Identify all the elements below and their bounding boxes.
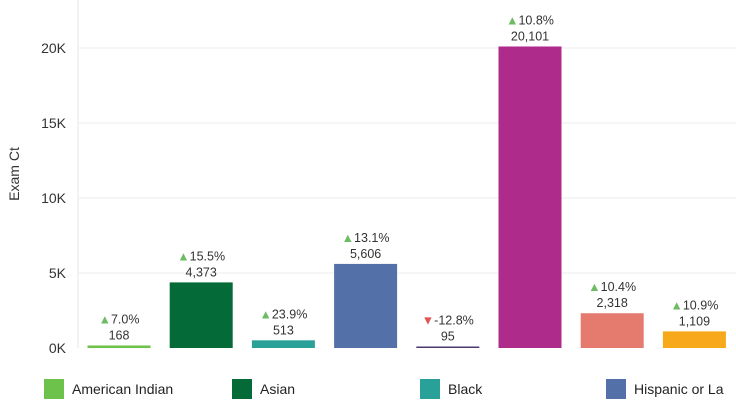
up-triangle-icon: ▲ xyxy=(588,280,600,294)
legend-label: American Indian xyxy=(72,381,174,397)
data-label-value: 20,101 xyxy=(511,29,549,43)
bar xyxy=(416,346,480,348)
change-percent: -12.8% xyxy=(434,314,474,328)
data-label-value: 4,373 xyxy=(186,265,217,279)
bar xyxy=(87,345,151,348)
data-label-change: ▲10.4% xyxy=(588,280,636,294)
legend-item-hispanic[interactable]: Hispanic or La xyxy=(606,378,724,400)
legend-swatch xyxy=(606,379,626,399)
data-label-value: 513 xyxy=(273,323,294,337)
up-triangle-icon: ▲ xyxy=(177,249,189,263)
y-axis-title: Exam Ct xyxy=(6,147,22,201)
bar xyxy=(580,313,644,348)
data-label-change: ▼-12.8% xyxy=(422,314,474,328)
data-label-change: ▲7.0% xyxy=(99,312,140,326)
data-label-change: ▲23.9% xyxy=(259,307,307,321)
data-label-change: ▲10.8% xyxy=(506,13,554,27)
legend-item-asian[interactable]: Asian xyxy=(232,378,295,400)
data-label-change: ▲13.1% xyxy=(342,231,390,245)
down-triangle-icon: ▼ xyxy=(422,314,434,328)
bar xyxy=(251,340,315,348)
bar xyxy=(498,46,562,349)
chart-legend: American Indian Asian Black Hispanic or … xyxy=(0,374,736,404)
legend-swatch xyxy=(420,379,440,399)
change-percent: 7.0% xyxy=(111,312,140,326)
data-label-value: 2,318 xyxy=(597,296,628,310)
y-tick-label: 15K xyxy=(41,115,67,131)
y-tick-label: 20K xyxy=(41,40,67,56)
legend-label: Hispanic or La xyxy=(634,381,724,397)
legend-swatch xyxy=(232,379,252,399)
data-label-change: ▲10.9% xyxy=(670,298,718,312)
change-percent: 15.5% xyxy=(190,249,225,263)
legend-swatch xyxy=(44,379,64,399)
up-triangle-icon: ▲ xyxy=(506,13,518,27)
data-label-value: 168 xyxy=(109,328,130,342)
up-triangle-icon: ▲ xyxy=(670,298,682,312)
legend-label: Black xyxy=(448,381,483,397)
bar xyxy=(334,263,398,348)
bar xyxy=(169,282,233,348)
change-percent: 10.9% xyxy=(683,298,718,312)
y-tick-label: 5K xyxy=(49,265,67,281)
legend-item-american-indian[interactable]: American Indian xyxy=(44,378,173,400)
change-percent: 13.1% xyxy=(354,231,389,245)
change-percent: 23.9% xyxy=(272,307,307,321)
legend-item-black[interactable]: Black xyxy=(420,378,482,400)
legend-label: Asian xyxy=(260,381,296,397)
bar xyxy=(662,331,726,348)
up-triangle-icon: ▲ xyxy=(259,307,271,321)
up-triangle-icon: ▲ xyxy=(99,312,111,326)
data-label-value: 1,109 xyxy=(679,314,710,328)
y-tick-label: 0K xyxy=(49,340,67,356)
change-percent: 10.8% xyxy=(518,13,553,27)
data-label-value: 95 xyxy=(441,330,455,344)
change-percent: 10.4% xyxy=(601,280,636,294)
data-label-value: 5,606 xyxy=(350,247,381,261)
y-tick-label: 10K xyxy=(41,190,67,206)
data-label-change: ▲15.5% xyxy=(177,249,225,263)
up-triangle-icon: ▲ xyxy=(342,231,354,245)
